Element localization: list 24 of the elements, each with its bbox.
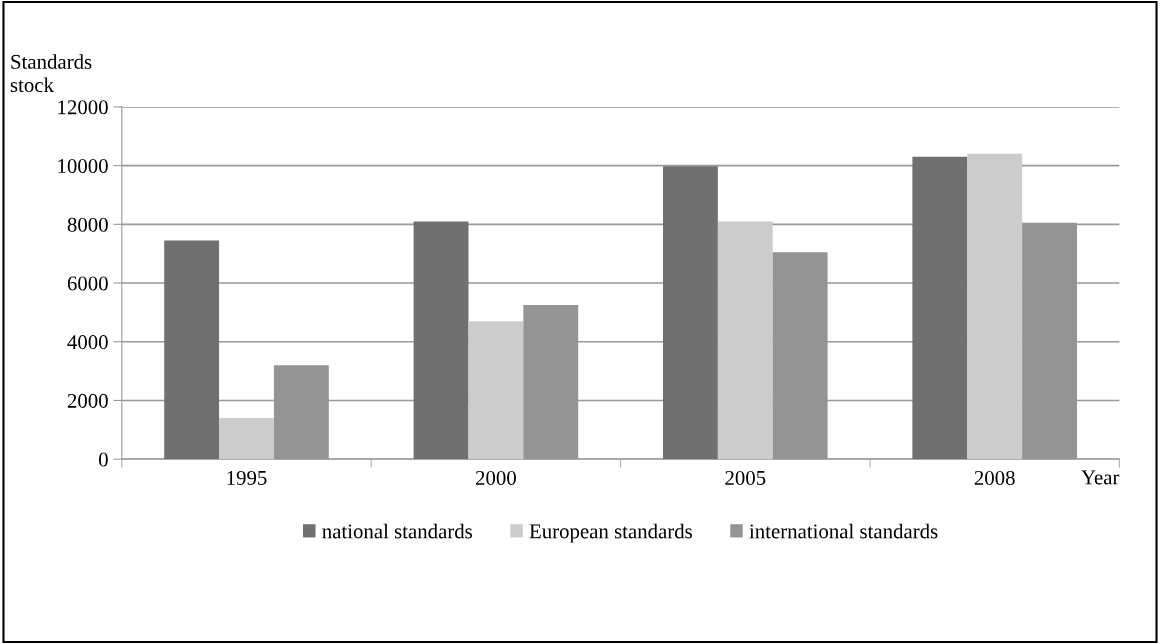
bar: [717, 221, 773, 460]
bar: [663, 166, 718, 460]
bar: [912, 156, 968, 460]
y-tick-label: 0: [98, 452, 108, 467]
y-tick-label: 6000: [67, 276, 108, 291]
x-tick-label: 1995: [227, 470, 267, 485]
bar: [164, 240, 220, 460]
y-tick-label: 8000: [67, 217, 108, 232]
legend-label: international standards: [749, 523, 938, 539]
x-tick-label: 2005: [725, 470, 766, 485]
x-tick-label: 2000: [475, 470, 516, 485]
legend-label: European standards: [529, 523, 692, 543]
bar: [413, 221, 469, 460]
bar: [219, 418, 274, 460]
x-tick-label: 2008: [974, 470, 1015, 485]
y-tick-label: 10000: [58, 158, 108, 174]
y-tick-label: 12000: [58, 100, 108, 115]
y-tick-label: 4000: [67, 335, 108, 350]
bar: [468, 321, 524, 460]
bar: [967, 153, 1023, 460]
x-axis-title: Year: [1081, 470, 1120, 485]
y-axis-title: Standards stock: [10, 54, 92, 93]
legend-label: national standards: [322, 523, 473, 539]
y-tick-label: 2000: [67, 393, 108, 408]
